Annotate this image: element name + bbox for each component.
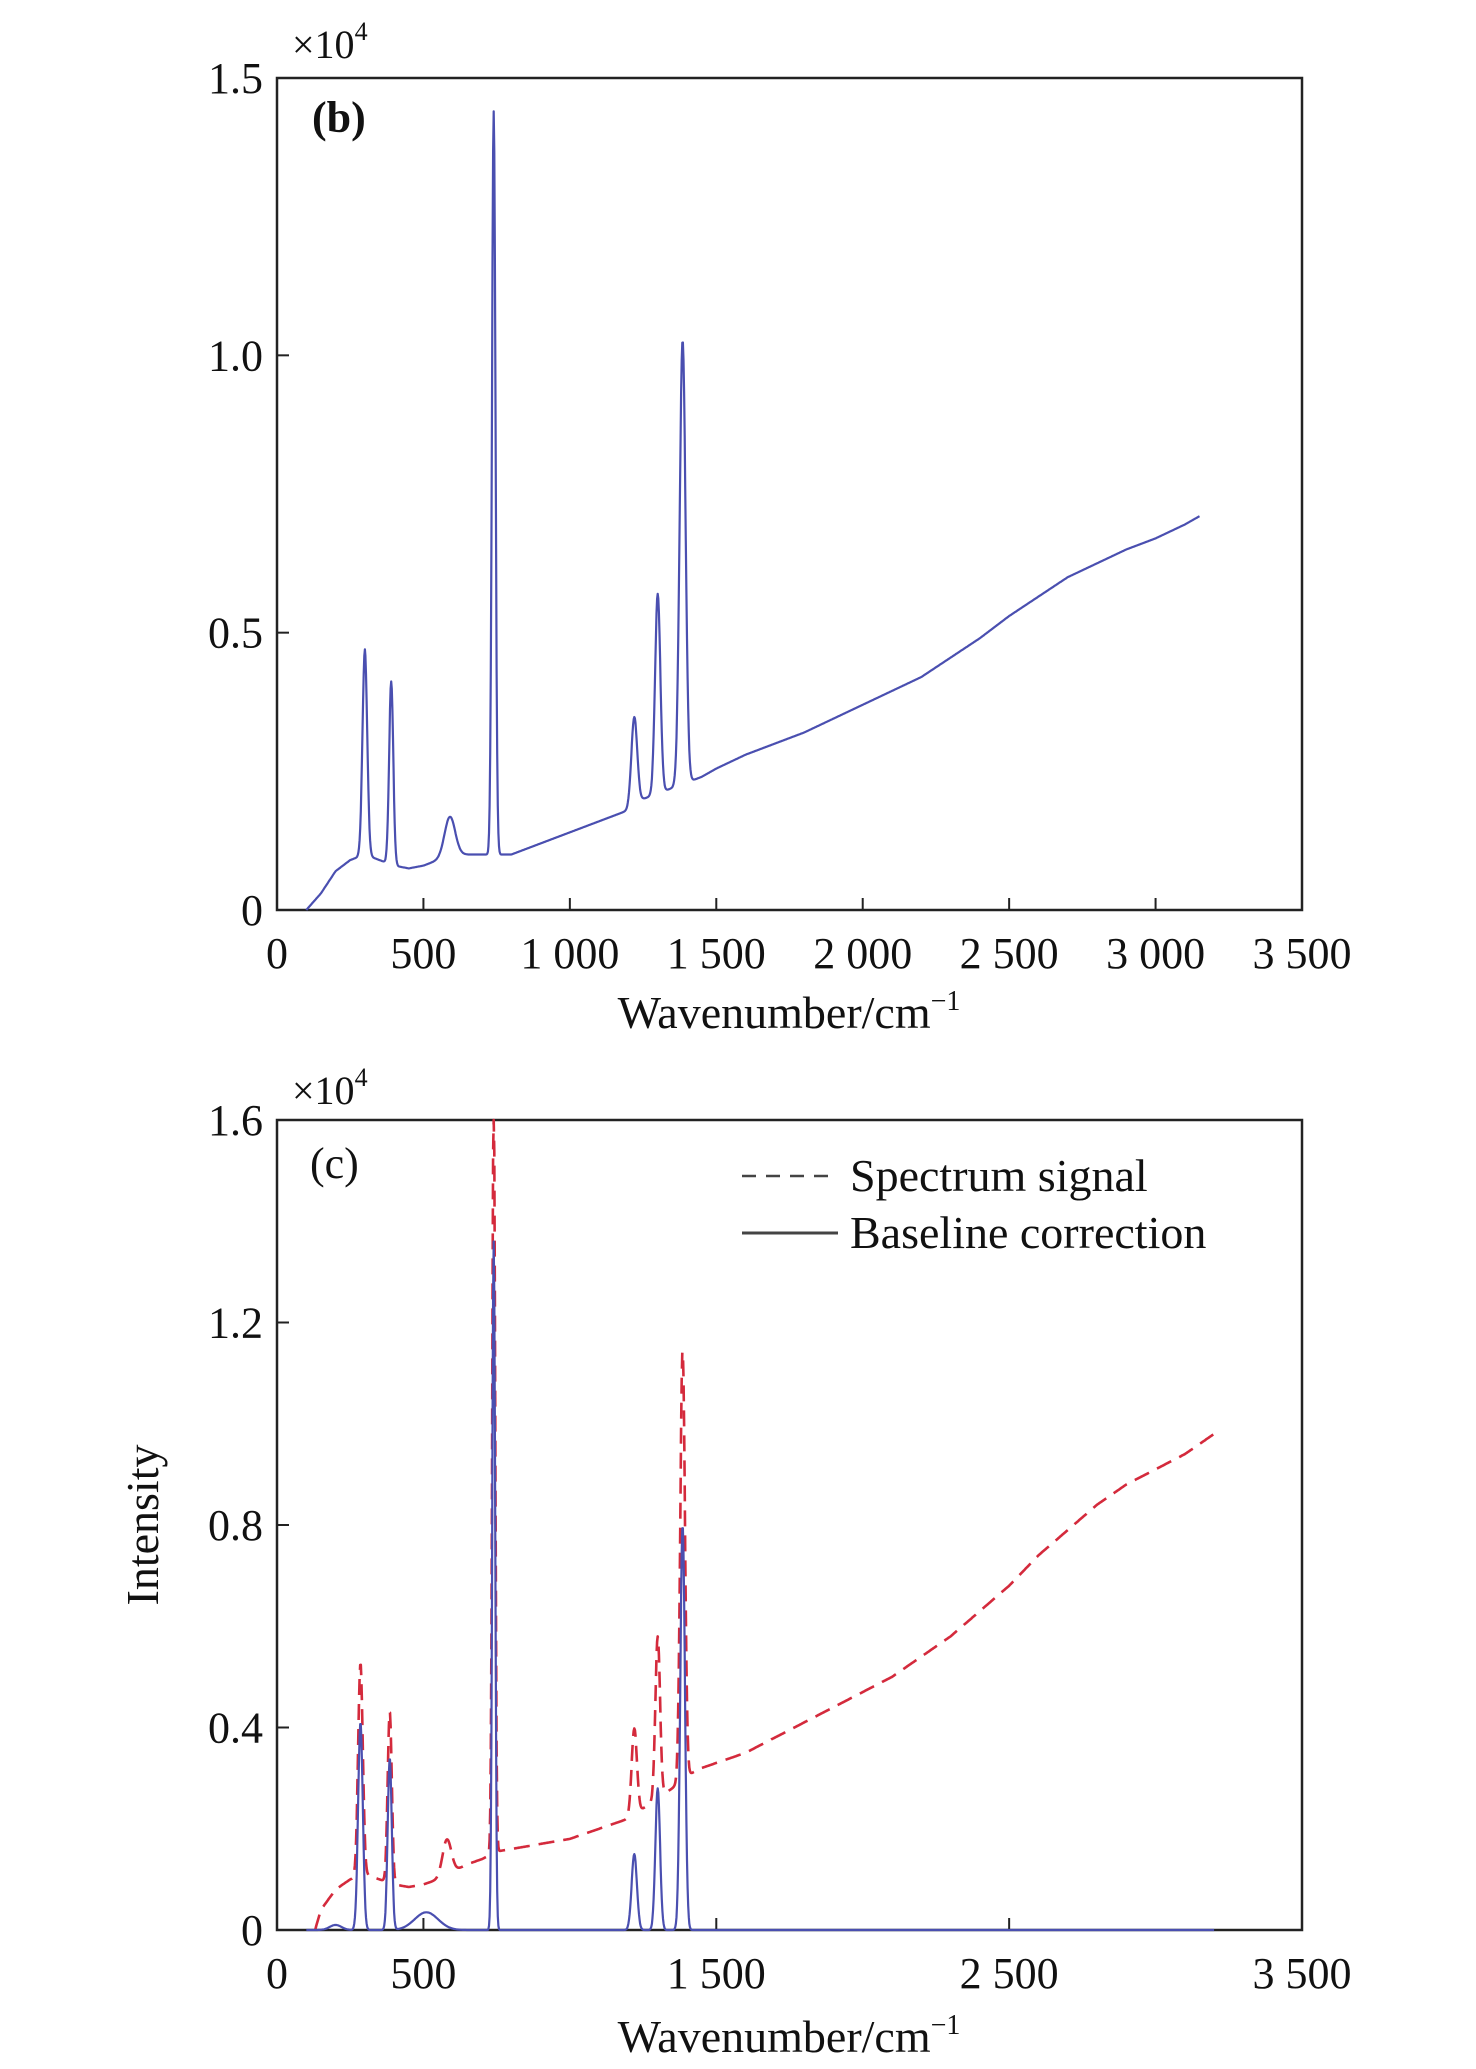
y-tick-label: 1.0 xyxy=(208,331,263,380)
x-tick-label: 1 500 xyxy=(667,1949,766,1998)
x-axis-title-c: Wavenumber/cm−1 xyxy=(618,2010,961,2062)
panel-label-c: (c) xyxy=(310,1139,359,1188)
x-tick-label: 3 000 xyxy=(1106,929,1205,978)
x-tick-label: 2 500 xyxy=(960,1949,1059,1998)
x-axis-title-b: Wavenumber/cm−1 xyxy=(618,986,961,1038)
x-tick-label: 2 500 xyxy=(960,929,1059,978)
x-tick-label: 1 000 xyxy=(520,929,619,978)
y-tick-label: 0 xyxy=(241,886,263,935)
chart-panel-c: (c) ×104 Intensity 0 500 1 500 2 500 3 500 0… xyxy=(117,1063,1352,2062)
y-axis-title-c: Intensity xyxy=(117,1445,168,1606)
x-tick-label: 3 500 xyxy=(1253,1949,1352,1998)
x-tick-label: 2 000 xyxy=(813,929,912,978)
x-tick-label: 0 xyxy=(266,1949,288,1998)
series-line-spectrum-signal xyxy=(313,1118,1215,1931)
y-tick-label: 1.5 xyxy=(208,54,263,103)
y-axis-b: 0 0.5 1.0 1.5 xyxy=(208,54,289,935)
panel-label-b: (b) xyxy=(312,93,366,142)
series-group-b xyxy=(305,110,1200,911)
y-multiplier-c: ×104 xyxy=(292,1063,368,1113)
legend-label-spectrum-signal: Spectrum signal xyxy=(850,1150,1148,1201)
y-tick-label: 1.6 xyxy=(208,1096,263,1145)
x-tick-label: 500 xyxy=(390,929,456,978)
x-tick-label: 0 xyxy=(266,929,288,978)
series-line-spectrum-b xyxy=(305,110,1200,911)
y-tick-label: 0.8 xyxy=(208,1501,263,1550)
plot-frame-b xyxy=(275,76,1304,912)
chart-panel-b: (b) ×104 0 500 1 000 1 500 2 000 2 500 3 000 3 … xyxy=(208,17,1352,1038)
x-axis-b: 0 500 1 000 1 500 2 000 2 500 3 000 3 500 xyxy=(266,898,1352,978)
y-tick-label: 1.2 xyxy=(208,1299,263,1348)
x-tick-label: 1 500 xyxy=(667,929,766,978)
y-axis-c: 0 0.4 0.8 1.2 1.6 xyxy=(208,1096,289,1955)
x-tick-label: 500 xyxy=(390,1949,456,1998)
y-tick-label: 0.5 xyxy=(208,609,263,658)
y-tick-label: 0 xyxy=(241,1906,263,1955)
x-axis-c: 0 500 1 500 2 500 3 500 xyxy=(266,1918,1352,1998)
legend: Spectrum signal Baseline correction xyxy=(742,1150,1206,1258)
legend-label-baseline-correction: Baseline correction xyxy=(850,1207,1206,1258)
y-tick-label: 0.4 xyxy=(208,1704,263,1753)
series-group-c xyxy=(305,1118,1215,1932)
series-line-baseline-correction xyxy=(305,1240,1215,1932)
x-tick-label: 3 500 xyxy=(1253,929,1352,978)
y-multiplier-b: ×104 xyxy=(292,17,368,67)
